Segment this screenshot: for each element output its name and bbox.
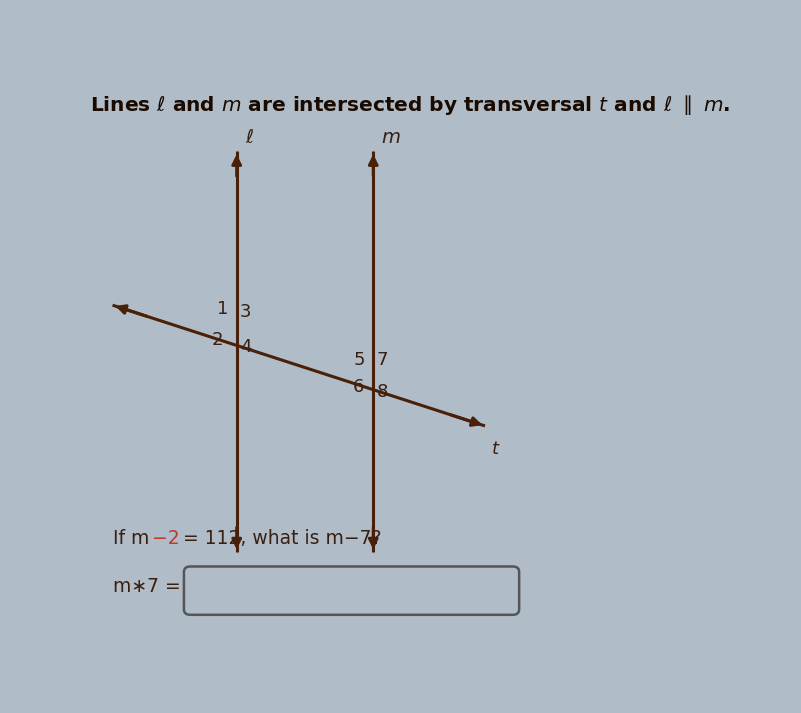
Text: 3: 3 [240, 302, 252, 321]
Text: 5: 5 [353, 351, 364, 369]
Text: $\ell$: $\ell$ [245, 128, 254, 147]
Text: = 112, what is m−7?: = 112, what is m−7? [177, 529, 381, 548]
Text: If m: If m [112, 529, 149, 548]
Text: 8: 8 [376, 383, 388, 401]
Text: Lines $\ell$ and $m$ are intersected by transversal $t$ and $\ell$ $\parallel$ $: Lines $\ell$ and $m$ are intersected by … [91, 93, 731, 117]
Text: 4: 4 [240, 337, 252, 356]
Text: −2: −2 [151, 529, 179, 548]
Text: 2: 2 [211, 332, 223, 349]
Text: 1: 1 [216, 299, 228, 317]
Text: m∗7 =: m∗7 = [112, 577, 180, 596]
Text: 7: 7 [376, 351, 388, 369]
Text: 6: 6 [353, 378, 364, 396]
Text: $m$: $m$ [381, 129, 401, 147]
Text: $t$: $t$ [491, 440, 501, 458]
